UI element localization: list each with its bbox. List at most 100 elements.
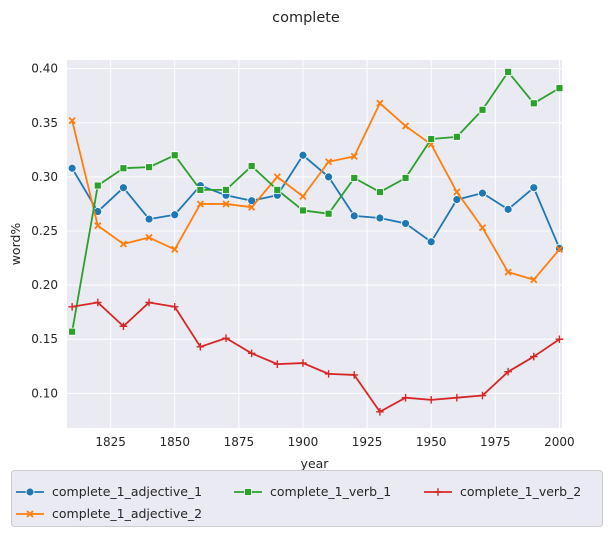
legend-item: complete_1_adjective_2 bbox=[16, 506, 202, 521]
data-point bbox=[119, 322, 128, 331]
data-point bbox=[93, 181, 102, 190]
data-point bbox=[324, 158, 333, 166]
data-point bbox=[504, 367, 512, 376]
y-tick-label: 0.25 bbox=[31, 224, 58, 238]
data-point bbox=[298, 150, 308, 160]
data-point bbox=[401, 122, 410, 130]
series-line bbox=[71, 71, 560, 332]
chart-title: complete bbox=[272, 10, 340, 26]
series-line bbox=[71, 301, 560, 413]
y-tick-label: 0.35 bbox=[31, 116, 58, 130]
plot-area bbox=[67, 60, 562, 428]
legend-marker bbox=[26, 510, 34, 518]
data-point bbox=[68, 327, 77, 336]
data-point bbox=[196, 200, 205, 208]
data-point bbox=[196, 185, 205, 194]
data-point bbox=[170, 210, 180, 220]
data-point bbox=[145, 163, 153, 172]
x-tick-label: 1875 bbox=[224, 435, 255, 449]
data-point bbox=[145, 298, 153, 307]
data-point bbox=[453, 393, 461, 402]
x-tick-label: 2000 bbox=[544, 435, 575, 449]
data-point bbox=[222, 334, 230, 342]
series-complete_1_adjective_2 bbox=[68, 99, 564, 284]
tick-labels: 1825 1850 1875 1900 1925 1950 1975 2000 0.10 0.15… bbox=[31, 62, 574, 449]
y-tick-label: 0.10 bbox=[31, 386, 58, 400]
y-tick-label: 0.40 bbox=[31, 62, 58, 76]
data-point bbox=[145, 233, 153, 242]
data-point bbox=[67, 163, 77, 173]
data-point bbox=[299, 359, 307, 367]
data-point bbox=[426, 237, 436, 247]
y-axis-label: word% bbox=[8, 223, 23, 266]
legend-item: complete_1_verb_1 bbox=[234, 484, 391, 499]
data-point bbox=[504, 268, 512, 276]
series-complete_1_verb_2 bbox=[68, 298, 564, 416]
data-point bbox=[324, 209, 333, 218]
data-point bbox=[93, 298, 102, 307]
legend-label: complete_1_verb_1 bbox=[270, 484, 391, 499]
legend-label: complete_1_adjective_2 bbox=[52, 506, 202, 521]
data-point bbox=[401, 393, 410, 402]
data-point bbox=[452, 132, 461, 141]
y-tick-label: 0.30 bbox=[31, 170, 58, 184]
data-point bbox=[478, 105, 487, 114]
data-point bbox=[68, 116, 76, 125]
data-point bbox=[119, 164, 128, 173]
legend-marker bbox=[244, 488, 252, 496]
x-axis-label: year bbox=[301, 456, 330, 471]
data-point bbox=[478, 391, 487, 400]
data-point bbox=[530, 276, 538, 284]
data-point bbox=[427, 396, 435, 404]
data-point bbox=[555, 335, 564, 344]
x-tick-label: 1850 bbox=[159, 435, 190, 449]
data-point bbox=[222, 200, 230, 208]
data-point bbox=[324, 172, 334, 182]
data-point bbox=[119, 183, 128, 193]
data-point bbox=[247, 162, 256, 170]
data-point bbox=[555, 245, 564, 254]
data-point bbox=[427, 135, 436, 143]
data-point bbox=[350, 174, 359, 182]
legend-label: complete_1_adjective_1 bbox=[52, 484, 202, 499]
data-point bbox=[453, 188, 461, 196]
data-point bbox=[273, 173, 281, 181]
data-point bbox=[555, 84, 564, 93]
series-line bbox=[71, 102, 561, 281]
legend-label: complete_1_verb_2 bbox=[460, 484, 581, 499]
data-point bbox=[401, 174, 410, 182]
data-point bbox=[248, 203, 256, 211]
legend-marker bbox=[25, 487, 35, 497]
y-tick-label: 0.20 bbox=[31, 278, 58, 292]
data-point bbox=[68, 302, 76, 311]
data-point bbox=[401, 219, 410, 228]
legend-marker bbox=[434, 488, 442, 496]
series-layer bbox=[67, 68, 564, 416]
data-point bbox=[376, 99, 384, 107]
y-tick-label: 0.15 bbox=[31, 332, 58, 346]
series-complete_1_verb_1 bbox=[68, 68, 564, 336]
legend: complete_1_adjective_1 complete_1_adjecti… bbox=[11, 470, 603, 527]
legend-box bbox=[11, 470, 603, 527]
data-point bbox=[247, 196, 257, 206]
x-tick-label: 1900 bbox=[288, 435, 319, 449]
data-point bbox=[94, 221, 102, 230]
data-point bbox=[529, 352, 538, 361]
data-point bbox=[171, 245, 179, 254]
legend-item: complete_1_verb_2 bbox=[424, 484, 581, 499]
data-point bbox=[170, 151, 179, 160]
data-point bbox=[529, 99, 538, 108]
data-point bbox=[452, 195, 462, 205]
data-point bbox=[376, 407, 384, 416]
data-point bbox=[144, 214, 154, 224]
data-point bbox=[375, 213, 385, 223]
data-point bbox=[299, 206, 307, 215]
data-point bbox=[478, 188, 487, 198]
data-point bbox=[504, 68, 513, 76]
data-point bbox=[350, 152, 358, 160]
x-tick-label: 1950 bbox=[416, 435, 447, 449]
data-point bbox=[196, 343, 205, 351]
data-point bbox=[324, 370, 333, 378]
x-tick-label: 1925 bbox=[352, 435, 383, 449]
